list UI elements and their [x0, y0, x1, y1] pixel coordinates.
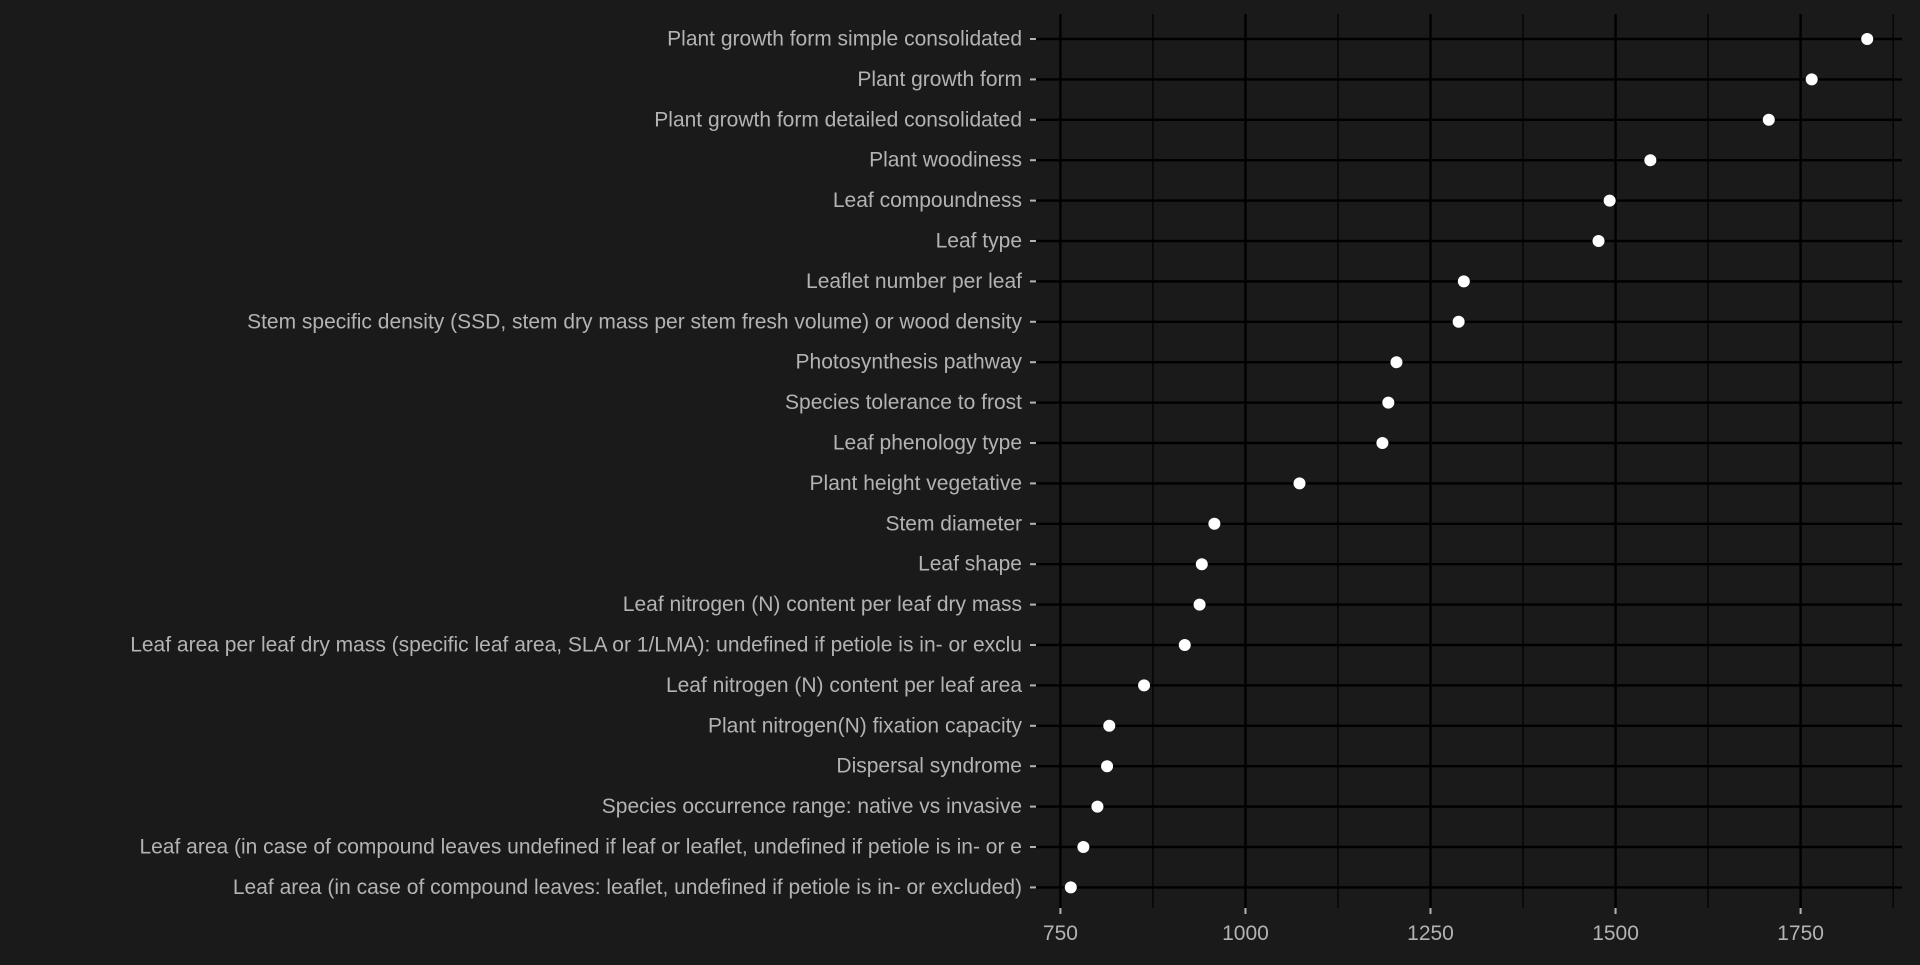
y-tick-label-0: Plant growth form simple consolidated — [667, 28, 1022, 51]
x-tick-label-2: 1250 — [1407, 922, 1454, 945]
data-point-5 — [1592, 235, 1605, 247]
data-point-21 — [1064, 881, 1077, 894]
y-tick-label-16: Leaf nitrogen (N) content per leaf area — [666, 674, 1022, 697]
y-tick-label-21: Leaf area (in case of compound leaves: l… — [233, 876, 1022, 899]
y-tick-label-7: Stem specific density (SSD, stem dry mas… — [247, 310, 1022, 333]
data-point-1 — [1805, 73, 1818, 86]
data-point-10 — [1376, 437, 1389, 449]
x-tick-label-4: 1750 — [1777, 922, 1824, 945]
y-tick-label-14: Leaf nitrogen (N) content per leaf dry m… — [623, 593, 1022, 616]
y-tick-label-3: Plant woodiness — [869, 149, 1022, 172]
data-point-16 — [1138, 679, 1151, 692]
y-tick-label-6: Leaflet number per leaf — [806, 270, 1022, 293]
y-tick-label-4: Leaf compoundness — [833, 189, 1022, 212]
data-point-0 — [1861, 33, 1874, 45]
y-tick-label-17: Plant nitrogen(N) fixation capacity — [708, 714, 1022, 737]
y-tick-label-10: Leaf phenology type — [833, 432, 1022, 455]
y-tick-label-13: Leaf shape — [918, 553, 1022, 576]
data-point-3 — [1644, 154, 1657, 167]
data-point-17 — [1103, 719, 1116, 732]
data-point-15 — [1178, 639, 1191, 651]
x-tick-label-3: 1500 — [1592, 922, 1639, 945]
data-point-2 — [1762, 113, 1775, 126]
y-tick-label-1: Plant growth form — [857, 68, 1022, 91]
data-point-8 — [1390, 356, 1403, 369]
y-tick-label-18: Dispersal syndrome — [836, 755, 1022, 778]
data-point-14 — [1193, 598, 1206, 611]
x-tick-label-0: 750 — [1043, 922, 1078, 945]
y-tick-label-2: Plant growth form detailed consolidated — [654, 108, 1022, 131]
data-point-9 — [1382, 396, 1395, 409]
y-tick-label-19: Species occurrence range: native vs inva… — [602, 795, 1022, 818]
y-tick-label-20: Leaf area (in case of compound leaves un… — [139, 836, 1022, 859]
data-point-18 — [1101, 760, 1114, 773]
y-tick-label-8: Photosynthesis pathway — [796, 351, 1023, 374]
y-tick-label-9: Species tolerance to frost — [785, 391, 1022, 414]
data-point-7 — [1452, 315, 1465, 328]
plot-panel — [1036, 14, 1902, 908]
y-tick-label-11: Plant height vegetative — [810, 472, 1022, 495]
data-point-19 — [1091, 800, 1104, 813]
data-point-20 — [1077, 841, 1090, 853]
data-point-6 — [1457, 275, 1470, 288]
data-point-12 — [1208, 517, 1221, 530]
y-tick-label-12: Stem diameter — [885, 512, 1022, 535]
y-tick-label-5: Leaf type — [936, 230, 1022, 253]
data-point-13 — [1195, 558, 1208, 571]
data-point-11 — [1293, 477, 1306, 490]
y-tick-label-15: Leaf area per leaf dry mass (specific le… — [130, 634, 1022, 657]
data-point-4 — [1603, 194, 1616, 207]
x-tick-label-1: 1000 — [1222, 922, 1269, 945]
